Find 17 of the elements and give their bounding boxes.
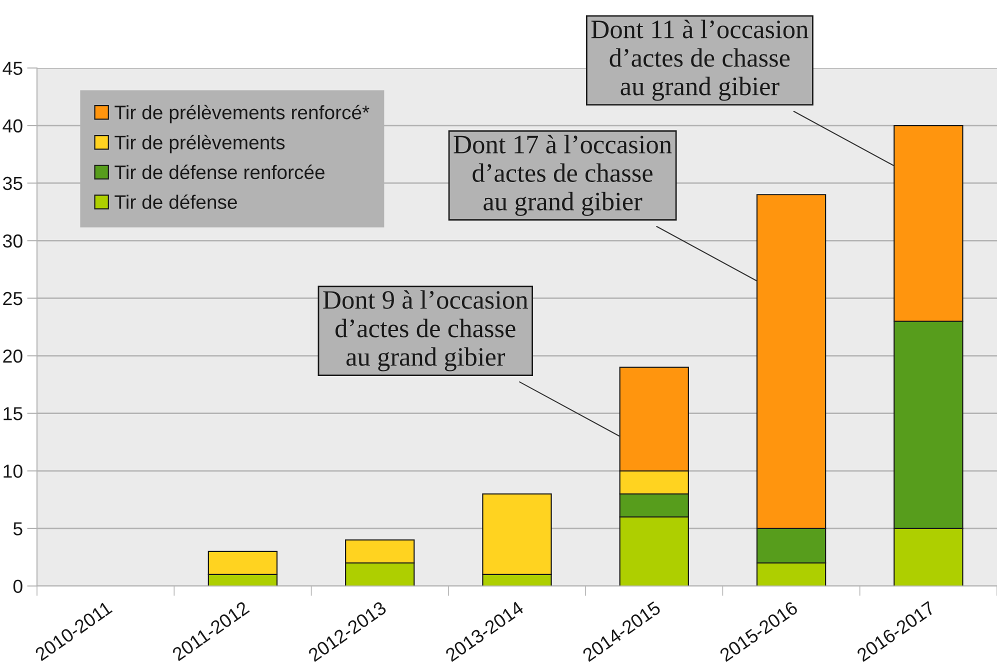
y-tick-label: 0 (13, 580, 22, 593)
annotation: Dont 11 à l’occasion d’actes de chasse au grand gibier (591, 20, 808, 101)
y-tick-label: 10 (4, 464, 22, 478)
y-tick-label: 35 (2, 176, 22, 190)
y-tick-label: 20 (3, 349, 22, 363)
y-tick-label: 25 (3, 292, 22, 306)
annotation: Dont 9 à l’occasion d’actes de chasse au grand gibier (323, 290, 528, 372)
y-tick-label: 5 (13, 522, 22, 536)
annotation: Dont 17 à l’occasion d’actes de chasse au grand gibier (454, 134, 672, 216)
legend-label: Tir de prélèvements (114, 134, 285, 154)
legend-label: Tir de prélèvements renforcé* (114, 104, 370, 124)
y-tick-label: 40 (2, 119, 22, 133)
legend-label: Tir de défense renforcée (114, 164, 324, 180)
legend-label: Tir de défense (114, 194, 237, 209)
y-tick-label: 15 (4, 407, 22, 420)
y-tick-label: 45 (2, 62, 22, 75)
y-tick-label: 30 (2, 234, 22, 248)
